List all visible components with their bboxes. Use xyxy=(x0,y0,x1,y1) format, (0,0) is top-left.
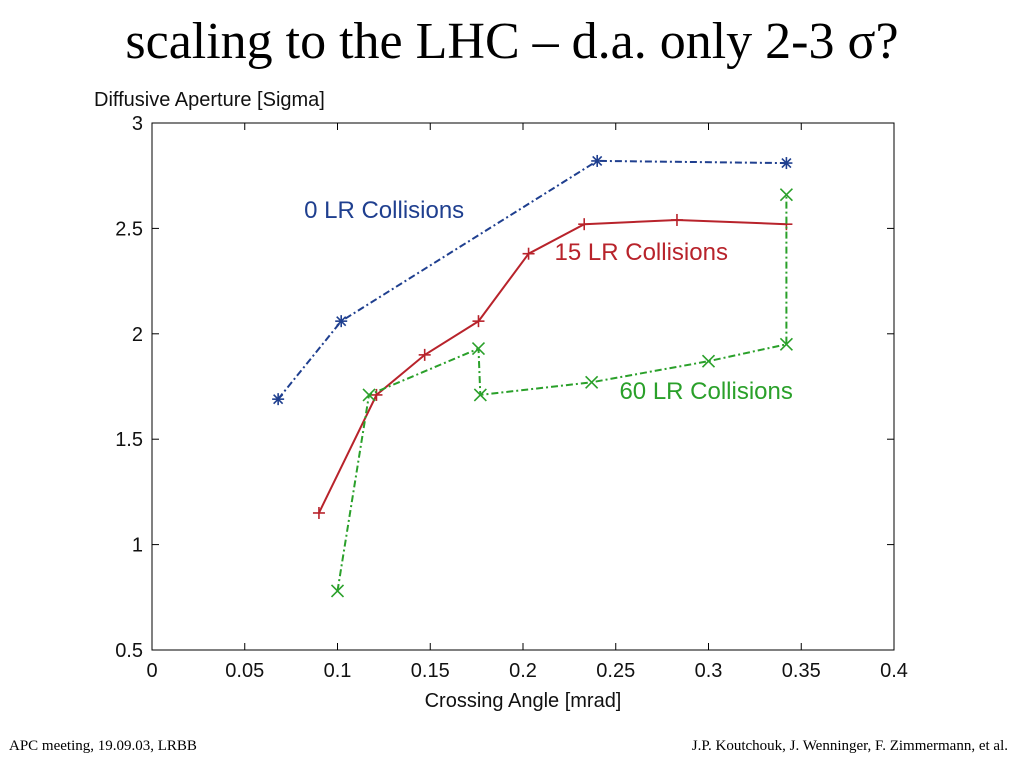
y-tick-label: 2.5 xyxy=(115,218,143,240)
series-layer xyxy=(272,154,793,598)
x-tick-label: 0.1 xyxy=(324,660,352,682)
series-annotation: 0 LR Collisions xyxy=(304,197,464,224)
x-tick-label: 0 xyxy=(146,660,157,682)
y-tick-label: 0.5 xyxy=(115,640,143,662)
data-point xyxy=(701,354,716,368)
series-annotation: 60 LR Collisions xyxy=(619,378,792,405)
x-tick-label: 0.35 xyxy=(782,660,821,682)
data-point xyxy=(578,218,591,231)
y-tick-label: 1 xyxy=(132,535,143,557)
x-tick-label: 0.2 xyxy=(509,660,537,682)
y-tick-label: 2 xyxy=(132,324,143,346)
data-point xyxy=(330,584,345,598)
data-point xyxy=(591,154,604,167)
footer-left: APC meeting, 19.09.03, LRBB xyxy=(9,738,197,754)
data-point xyxy=(522,247,535,260)
x-tick-label: 0.05 xyxy=(225,660,264,682)
footer-right: J.P. Koutchouk, J. Wenninger, F. Zimmerm… xyxy=(691,738,1008,754)
axis-ticks: 0 0.05 0.1 0.15 0.2 0.25 0.3 0.35 0.4 0.5 1 1.5 2 2.5… xyxy=(115,113,908,682)
plot-area xyxy=(151,122,895,651)
data-point xyxy=(312,506,325,519)
y-tick-label: 1.5 xyxy=(115,429,143,451)
x-tick-label: 0.15 xyxy=(411,660,450,682)
series-line-2 xyxy=(336,194,788,592)
data-point xyxy=(779,337,793,351)
slide-title: scaling to the LHC – d.a. only 2-3 σ? xyxy=(125,13,899,70)
x-axis-label: Crossing Angle [mrad] xyxy=(425,690,622,712)
y-tick-label: 3 xyxy=(132,113,143,135)
series-line-0 xyxy=(277,159,787,400)
data-point xyxy=(418,348,431,361)
data-point xyxy=(670,213,683,226)
data-point xyxy=(370,388,383,401)
y-axis-label: Diffusive Aperture [Sigma] xyxy=(94,89,325,111)
x-tick-label: 0.25 xyxy=(596,660,635,682)
data-point xyxy=(472,315,485,328)
data-point xyxy=(779,188,793,202)
data-point xyxy=(585,375,599,389)
data-point xyxy=(272,393,285,406)
data-point xyxy=(362,388,376,402)
data-point xyxy=(780,157,793,170)
data-point xyxy=(335,315,348,328)
data-point xyxy=(471,341,486,356)
data-point xyxy=(473,388,487,402)
x-tick-label: 0.3 xyxy=(695,660,723,682)
x-tick-label: 0.4 xyxy=(880,660,908,682)
series-annotation: 15 LR Collisions xyxy=(555,239,728,266)
annotation-layer: 0 LR Collisions 15 LR Collisions 60 LR Col… xyxy=(304,197,793,405)
